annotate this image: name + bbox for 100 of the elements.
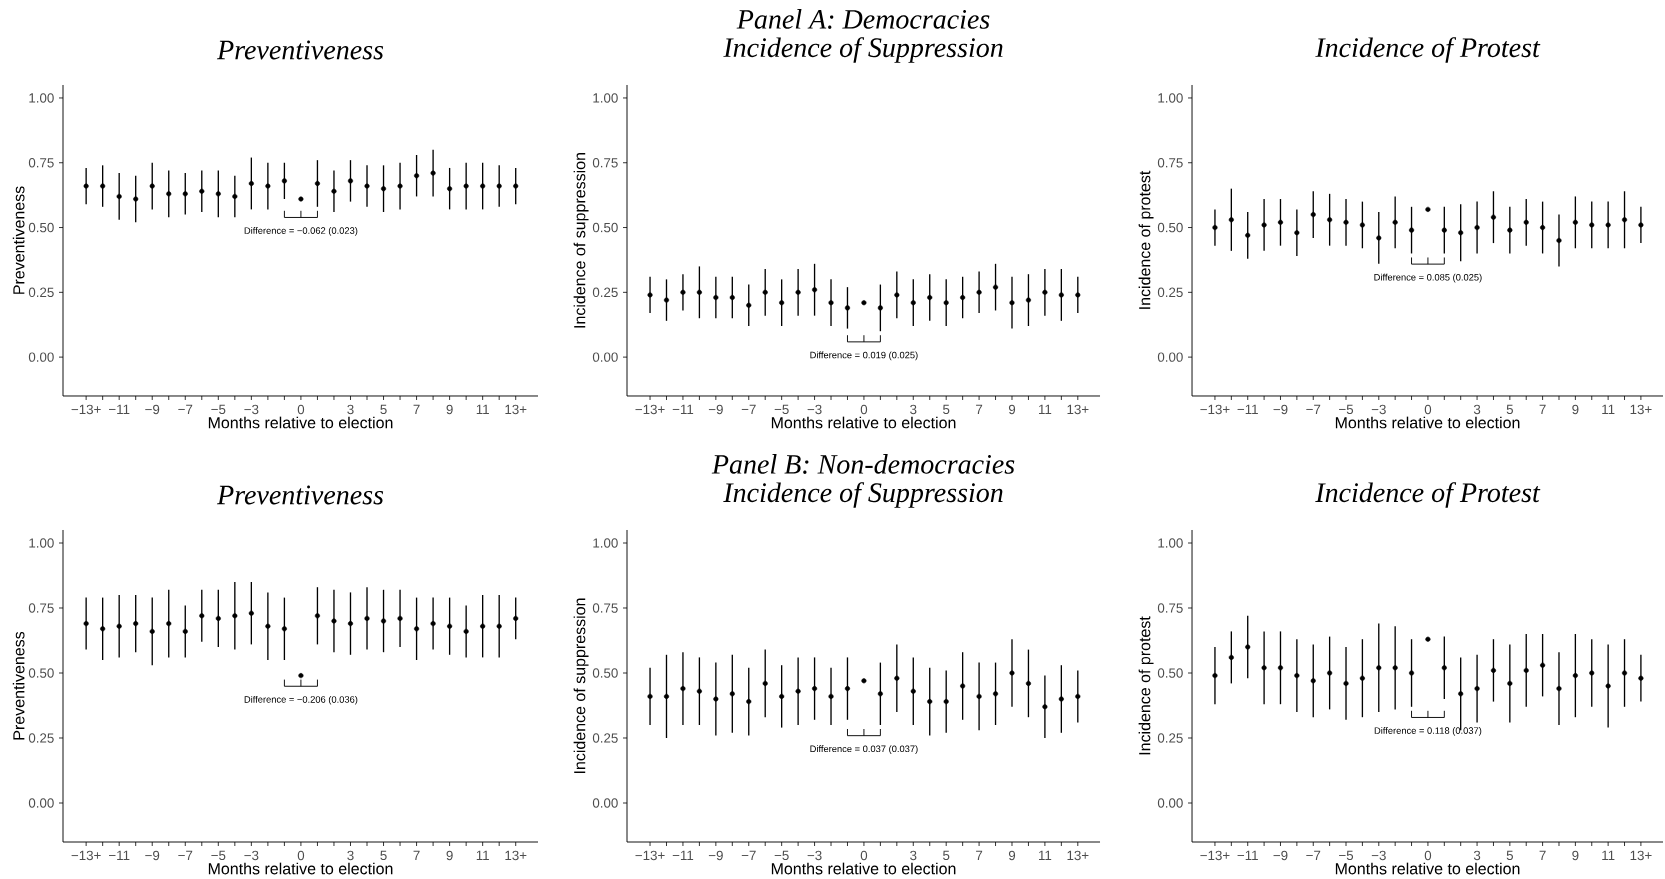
point (116, 193, 122, 199)
y-tick-label: 0.25 (1157, 733, 1183, 743)
point (182, 191, 188, 197)
point (496, 183, 502, 189)
point (364, 183, 370, 189)
point (314, 180, 320, 187)
point (993, 284, 999, 290)
x-tick-label: −11 (672, 404, 694, 414)
point (1277, 219, 1284, 225)
x-tick-label: −5 (774, 404, 789, 415)
point (1327, 217, 1333, 223)
y-tick-label: 0.75 (1157, 603, 1183, 613)
point (248, 180, 254, 187)
point (844, 686, 851, 692)
point (1212, 673, 1218, 679)
point (447, 623, 453, 629)
x-tick-label: 3 (910, 404, 917, 415)
point (1376, 665, 1382, 671)
point (166, 621, 172, 627)
x-tick-label: −3 (807, 850, 822, 861)
x-axis-title: Months relative to election (1335, 862, 1520, 875)
x-axis-title: Months relative to election (208, 416, 393, 429)
point (1621, 217, 1628, 223)
x-tick-label: −9 (708, 850, 723, 861)
y-tick-label: 0.50 (1157, 222, 1183, 233)
x-tick-label: −9 (145, 404, 160, 415)
point (812, 287, 818, 293)
point (480, 623, 486, 629)
point (1523, 667, 1529, 673)
x-tick-label: −13+ (71, 850, 101, 861)
point (960, 294, 966, 301)
point (182, 628, 188, 634)
y-tick-label: 0.75 (1157, 158, 1183, 168)
point (943, 699, 949, 705)
x-tick-label: −5 (211, 850, 226, 861)
point (331, 188, 337, 194)
point (513, 615, 519, 621)
point (680, 686, 686, 692)
y-axis-title: Incidence of suppression (573, 598, 589, 774)
point (1572, 673, 1578, 679)
point (877, 305, 883, 311)
y-axis-title: Incidence of suppression (573, 153, 589, 328)
point (232, 193, 238, 199)
x-tick-label: 9 (1008, 404, 1016, 415)
point (133, 196, 139, 202)
point (1212, 225, 1218, 231)
point (1441, 227, 1447, 233)
x-tick-label: 7 (1539, 850, 1546, 860)
point (779, 300, 785, 306)
point (1294, 673, 1300, 679)
point (1392, 665, 1398, 671)
point (1621, 670, 1628, 676)
point (828, 300, 834, 306)
point (1605, 683, 1611, 689)
y-tick-label: 0.75 (592, 158, 618, 168)
y-tick-label: 0.00 (1157, 352, 1183, 362)
point (1042, 704, 1048, 710)
x-tick-label: −9 (708, 404, 723, 415)
point (812, 686, 818, 692)
annotation: Difference = 0.085 (0.025) (1374, 273, 1482, 283)
point (647, 292, 653, 298)
x-tick-label: 5 (943, 404, 950, 415)
point (1327, 670, 1333, 676)
point (1294, 230, 1300, 236)
x-tick-label: 0 (1424, 404, 1432, 415)
chart-title: Incidence of Protest (1315, 482, 1541, 508)
y-axis-title: Preventiveness (12, 631, 25, 740)
point (1556, 237, 1562, 244)
x-tick-label: −5 (1339, 404, 1354, 415)
y-tick-label: 1.00 (593, 538, 618, 548)
x-tick-label: −11 (672, 850, 694, 860)
x-tick-label: 3 (910, 850, 917, 861)
x-tick-label: 0 (860, 404, 868, 415)
point (1507, 680, 1513, 686)
point (463, 183, 469, 189)
x-tick-label: 3 (1473, 850, 1481, 861)
x-tick-label: 7 (976, 850, 983, 860)
y-tick-label: 0.00 (28, 798, 54, 808)
point (762, 680, 768, 686)
point (100, 183, 106, 189)
point (397, 615, 403, 621)
point (1228, 217, 1234, 223)
point (1075, 693, 1081, 699)
point (447, 186, 453, 192)
annotation: Difference = 0.019 (0.025) (810, 351, 918, 361)
point (1490, 214, 1496, 220)
point (746, 302, 752, 308)
point (265, 183, 271, 189)
y-tick-label: 0.25 (28, 287, 54, 298)
point (199, 188, 205, 194)
x-tick-label: 3 (347, 404, 354, 415)
x-tick-label: 0 (297, 850, 305, 861)
point (976, 693, 982, 699)
y-tick-label: 0.25 (592, 287, 618, 298)
x-tick-label: −13+ (1200, 404, 1230, 415)
x-tick-label: 13+ (1067, 850, 1089, 861)
x-tick-label: 9 (446, 850, 453, 861)
x-tick-label: −9 (1273, 850, 1288, 861)
point (281, 626, 287, 632)
point (1025, 297, 1031, 303)
